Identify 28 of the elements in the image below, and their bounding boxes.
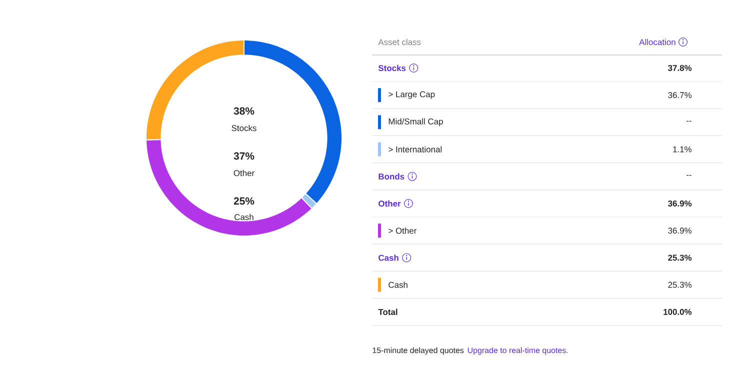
text: Stocks [232,124,256,132]
text: 37.8% [668,65,692,71]
text: Bonds [378,173,404,180]
text: -- [686,120,692,122]
text: -- [686,175,692,176]
text: 37% [234,152,254,160]
data-label: 36.7% [668,92,692,98]
legend-label: Mid/Small Cap [388,118,443,126]
text: 25.3% [668,254,692,261]
text: Cash [378,254,398,261]
text: Other [378,200,401,207]
text: Other [234,170,254,176]
text: Cash [234,214,254,220]
text: Stocks [378,64,406,72]
text: 100.0% [664,308,692,315]
legend-label: > Large Cap [388,91,435,99]
data-label: 36.9% [668,228,692,234]
legend-label: > Other [388,227,417,234]
text: Asset class [378,38,421,46]
text: 36.9% [668,200,692,206]
text: 38% [234,107,254,115]
text: 25% [234,197,254,205]
data-label: 25.3% [668,282,692,288]
text: Total [378,308,398,316]
data-label: 1.1% [673,146,692,152]
legend-label: > International [388,146,442,152]
text: Allocation [639,38,676,46]
legend-label: Cash [388,282,408,288]
